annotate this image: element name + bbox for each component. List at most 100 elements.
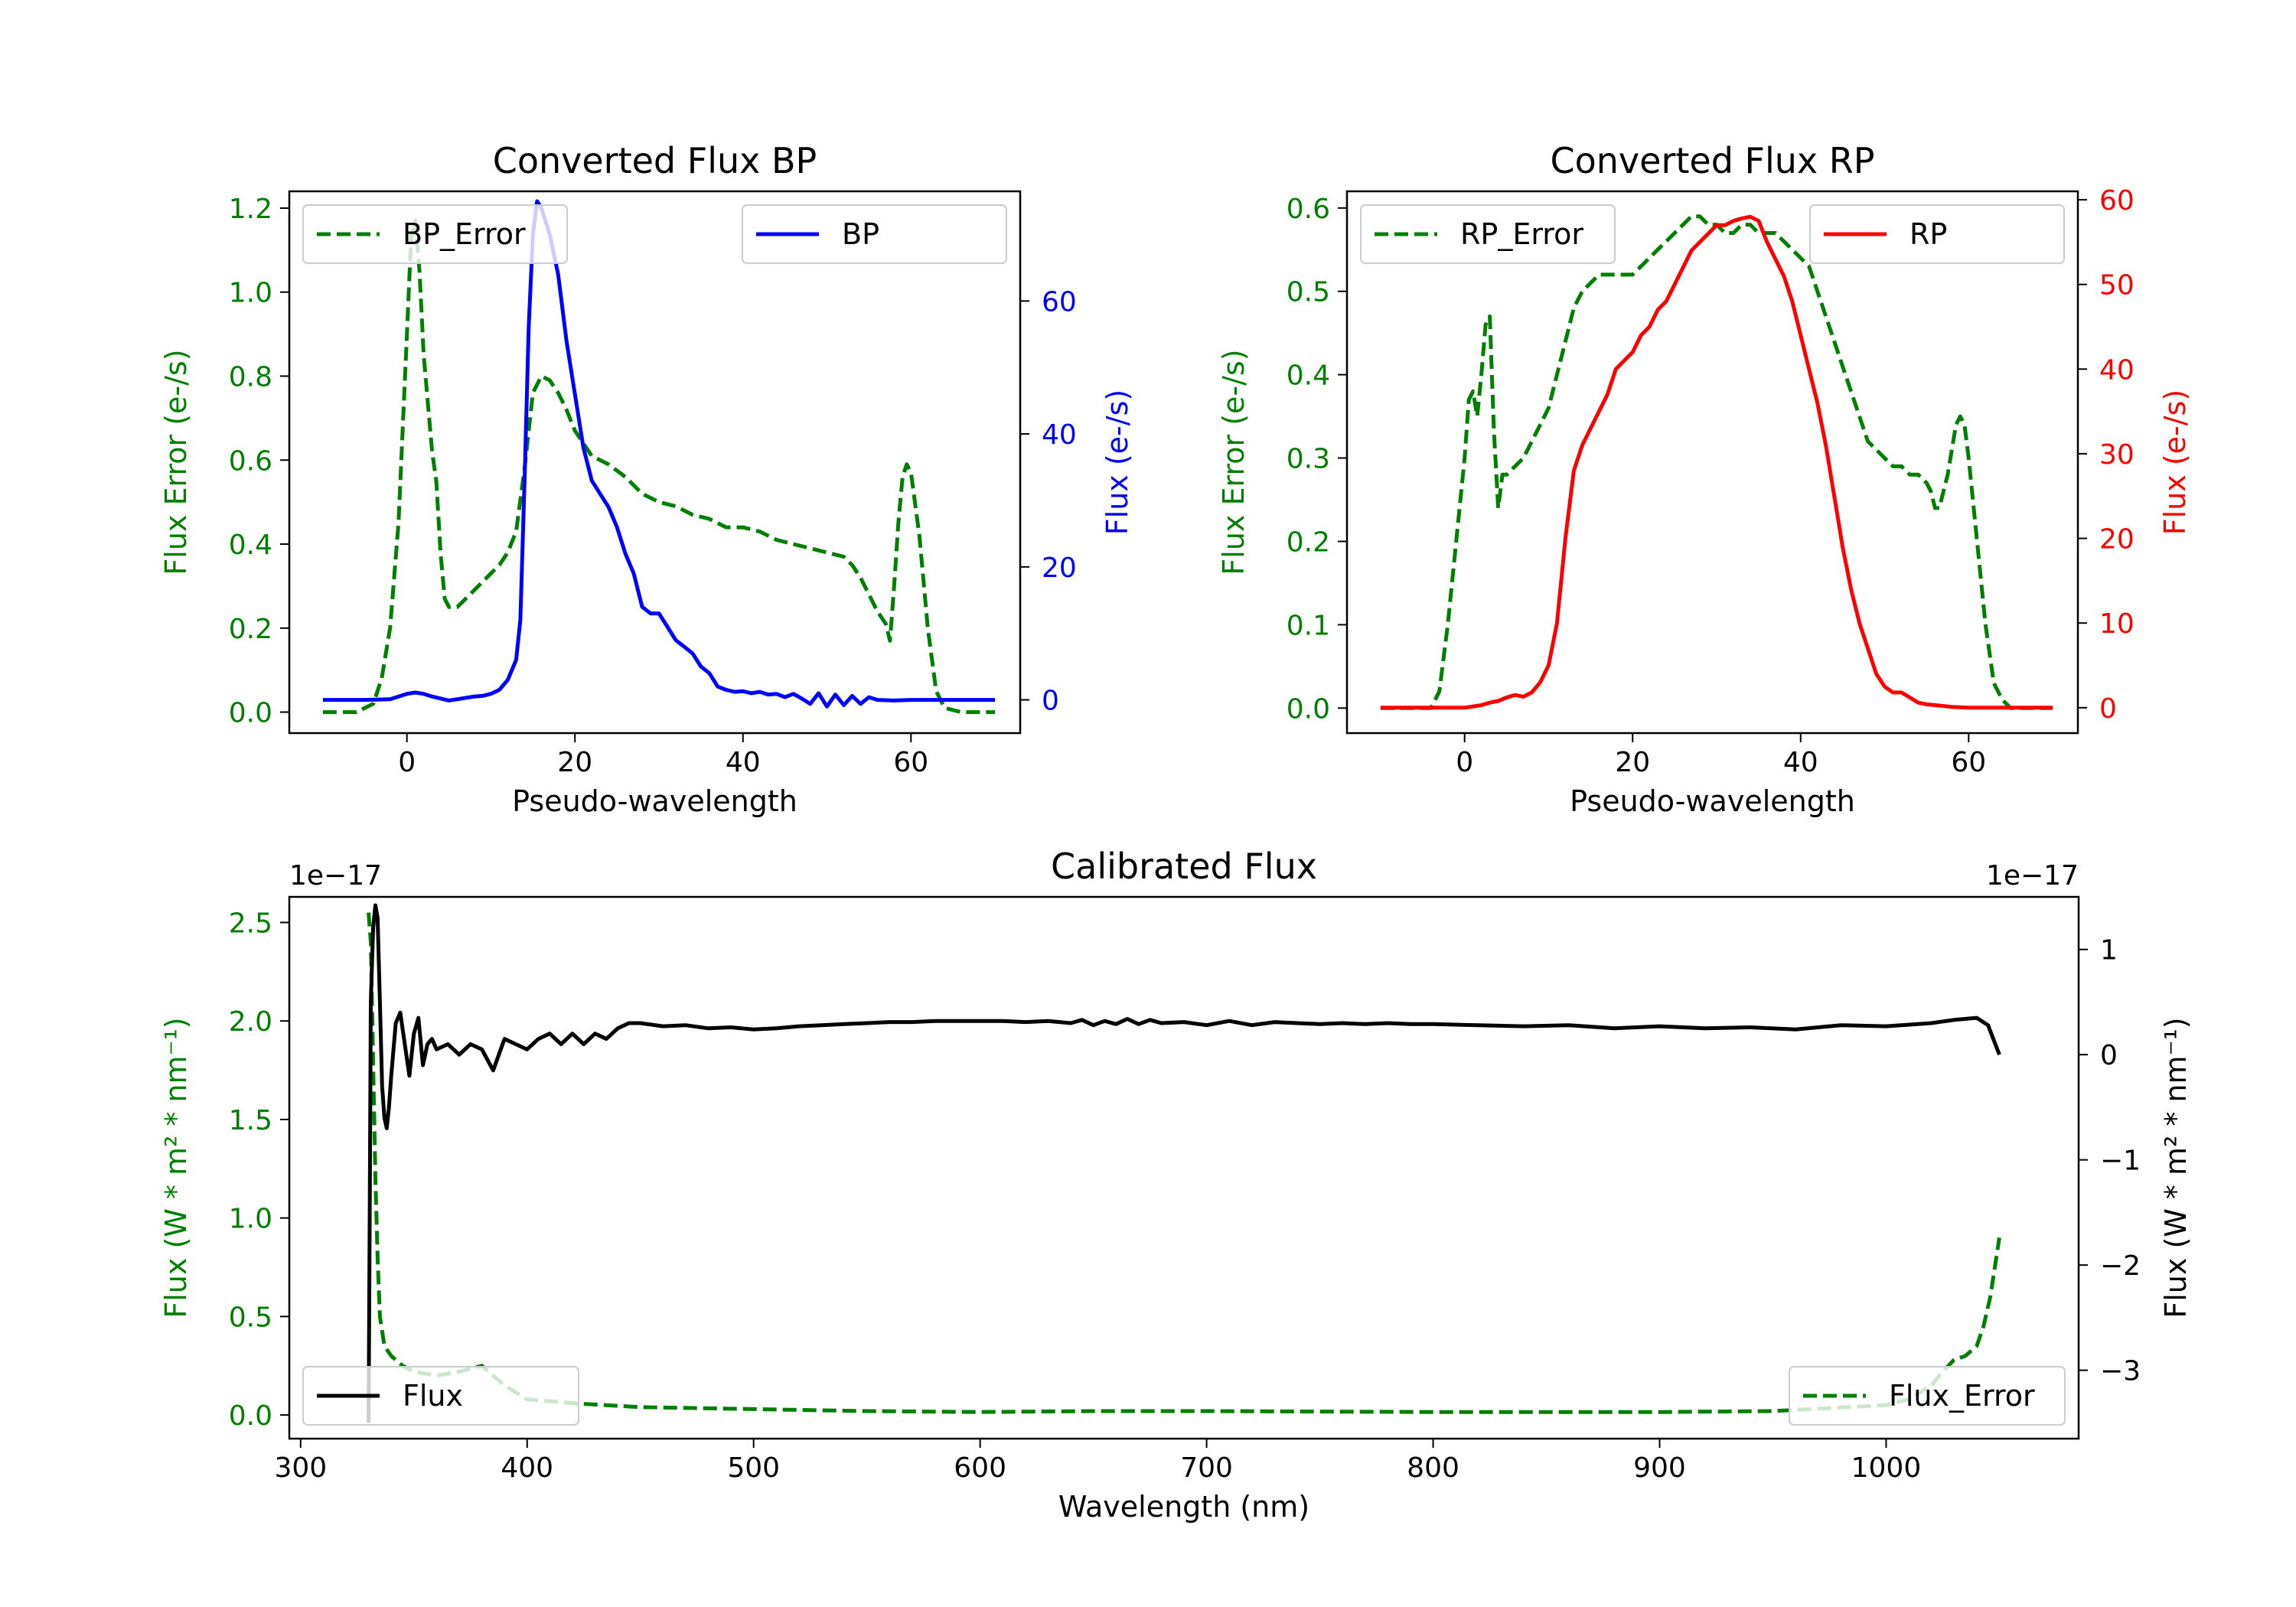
series-line-flux-error <box>367 912 2001 1414</box>
y-left-tick-label: 0.5 <box>1287 277 1330 308</box>
axes-frame <box>288 895 2080 1440</box>
chart-title: Converted Flux BP <box>493 140 817 181</box>
x-axis-label: Pseudo-wavelength <box>1570 784 1855 818</box>
y-right-tick-label: 10 <box>2099 608 2135 640</box>
y-right-tick: 20 <box>1020 553 1077 584</box>
y-left-tick: 0.5 <box>229 1302 289 1333</box>
x-tick-label: 60 <box>893 747 928 778</box>
x-tick-label: 40 <box>726 747 761 778</box>
x-tick: 20 <box>557 733 592 778</box>
y-left-tick: 0.0 <box>1287 693 1347 725</box>
x-tick-label: 40 <box>1783 747 1818 778</box>
y-right-axis-label: Flux (e-/s) <box>1101 390 1134 535</box>
y-left-tick-label: 2.0 <box>229 1006 272 1038</box>
y-left-tick: 0.6 <box>229 445 289 477</box>
y-left-tick-label: 0.0 <box>229 1400 272 1432</box>
y-right-tick: 0 <box>1020 686 1059 717</box>
y-left-tick: 2.5 <box>229 908 289 939</box>
legend-box <box>1360 204 1616 264</box>
y-left-tick-label: 0.8 <box>229 361 272 393</box>
x-tick-label: 700 <box>1180 1452 1233 1484</box>
chart-rp: 0 20 40 60 0.0 0.1 0.2 0.3 0.4 0.5 0.6 0 10 20 30 40 50 6… <box>1217 140 2192 818</box>
y-left-tick: 0.4 <box>229 530 289 561</box>
x-tick: 60 <box>893 733 928 778</box>
y-right-tick-label: 0 <box>2100 1040 2118 1071</box>
y-right-tick-label: 0 <box>1042 686 1059 717</box>
y-left-tick: 1.0 <box>229 278 289 309</box>
axes-frame <box>1345 190 2079 735</box>
y-right-tick: −3 <box>2079 1356 2141 1387</box>
y-right-tick: 30 <box>2078 439 2135 471</box>
y-right-tick-label: 60 <box>2099 185 2135 217</box>
chart-bp: 0 20 40 60 0.0 0.2 0.4 0.6 0.8 1.0 1.2 0 20 40 60 Conve… <box>159 140 1134 818</box>
legend-box <box>742 204 1007 264</box>
series-line-rp <box>1380 214 2053 710</box>
y-right-axis-label: Flux (W * m² * nm⁻¹) <box>2159 1017 2193 1318</box>
y-right-tick: 1 <box>2079 935 2118 966</box>
series-line-rp-error <box>1380 214 2053 710</box>
y-right-tick-label: 20 <box>1042 553 1077 584</box>
y-left-tick-label: 0.1 <box>1287 610 1330 641</box>
legend-box <box>1789 1366 2066 1426</box>
y-right-tick: 10 <box>2078 608 2135 640</box>
x-tick-label: 1000 <box>1851 1452 1922 1484</box>
x-tick: 40 <box>726 733 761 778</box>
y-left-axis-label: Flux Error (e-/s) <box>159 349 193 575</box>
x-tick-label: 900 <box>1633 1452 1686 1484</box>
y-left-tick: 0.2 <box>229 614 289 645</box>
legend-box <box>302 1366 579 1426</box>
x-tick-label: 20 <box>1615 747 1650 778</box>
x-tick: 20 <box>1615 733 1650 778</box>
legend-flux: Flux <box>302 1366 579 1426</box>
y-left-offset-text: 1e−17 <box>289 860 382 892</box>
x-tick: 600 <box>954 1439 1006 1484</box>
x-tick-label: 0 <box>398 747 416 778</box>
legend-label: BP <box>842 217 879 251</box>
y-left-tick-label: 1.5 <box>229 1105 272 1136</box>
y-left-tick-label: 0.5 <box>229 1302 272 1333</box>
legend-box <box>302 204 568 264</box>
legend-label: Flux_Error <box>1889 1379 2035 1413</box>
x-tick-label: 60 <box>1951 747 1986 778</box>
y-right-tick: 40 <box>1020 419 1077 451</box>
x-tick: 1000 <box>1851 1439 1922 1484</box>
y-left-tick: 0.2 <box>1287 526 1347 558</box>
y-left-tick: 0.8 <box>229 361 289 393</box>
legend-box <box>1809 204 2065 264</box>
x-tick: 0 <box>398 733 416 778</box>
y-right-offset-text: 1e−17 <box>1986 860 2079 892</box>
y-left-tick: 0.3 <box>1287 444 1347 475</box>
y-left-axis-label: Flux Error (e-/s) <box>1217 349 1251 575</box>
x-tick: 0 <box>1456 733 1473 778</box>
x-tick: 40 <box>1783 733 1818 778</box>
y-right-tick-label: 60 <box>1042 286 1077 318</box>
x-tick: 60 <box>1951 733 1986 778</box>
series-line-bp-error <box>322 218 996 715</box>
legend-label: RP <box>1910 217 1947 251</box>
y-right-tick-label: 50 <box>2099 270 2135 302</box>
legend-flux-error: Flux_Error <box>1789 1366 2066 1426</box>
y-left-tick: 0.6 <box>1287 194 1347 225</box>
y-right-tick-label: 30 <box>2099 439 2135 471</box>
y-right-axis-label: Flux (e-/s) <box>2158 390 2192 535</box>
y-left-tick-label: 0.4 <box>229 530 272 561</box>
chart-title: Converted Flux RP <box>1551 140 1875 181</box>
x-tick-label: 500 <box>727 1452 780 1484</box>
y-right-tick: 40 <box>2078 354 2135 386</box>
y-right-tick: −2 <box>2079 1250 2141 1282</box>
x-tick: 500 <box>727 1439 780 1484</box>
x-tick: 900 <box>1633 1439 1686 1484</box>
y-left-tick: 0.0 <box>229 698 289 729</box>
legend-label: Flux <box>403 1379 463 1413</box>
y-right-tick-label: 0 <box>2099 693 2117 725</box>
x-tick-label: 20 <box>557 747 592 778</box>
y-left-tick-label: 0.0 <box>229 698 272 729</box>
y-right-tick: 60 <box>1020 286 1077 318</box>
y-left-tick: 0.1 <box>1287 610 1347 641</box>
axes-frame <box>288 190 1022 735</box>
x-tick-label: 800 <box>1407 1452 1459 1484</box>
legend-bp: BP <box>742 204 1007 264</box>
x-tick-label: 600 <box>954 1452 1006 1484</box>
x-tick: 300 <box>274 1439 327 1484</box>
y-left-tick: 1.0 <box>229 1204 289 1235</box>
